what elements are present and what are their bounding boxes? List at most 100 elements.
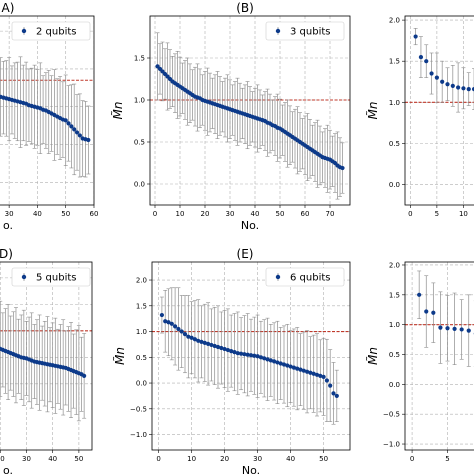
data-point bbox=[209, 342, 214, 348]
data-point bbox=[82, 373, 87, 378]
y-tick-label: 0.5 bbox=[134, 139, 145, 147]
y-tick-label: 1.5 bbox=[389, 291, 400, 299]
data-point bbox=[212, 343, 217, 349]
data-point bbox=[173, 324, 178, 329]
data-point bbox=[418, 54, 424, 60]
x-tick-label: 40 bbox=[33, 210, 42, 218]
axes-frame bbox=[0, 15, 95, 206]
data-point bbox=[66, 121, 71, 126]
x-tick-label: 5 bbox=[445, 455, 449, 463]
legend-marker bbox=[275, 28, 281, 34]
data-point bbox=[196, 338, 201, 343]
x-tick-label: 20 bbox=[0, 455, 5, 463]
data-point bbox=[288, 364, 293, 369]
data-point bbox=[429, 71, 434, 76]
panel-3: 20 30 40 50 o. D) 5 qubits bbox=[0, 247, 93, 474]
data-point bbox=[466, 87, 471, 92]
y-tick-label: 2.0 bbox=[389, 261, 400, 269]
data-point bbox=[334, 393, 339, 399]
data-point bbox=[63, 118, 68, 123]
x-tick-label: 30 bbox=[226, 210, 235, 218]
data-point bbox=[452, 326, 457, 331]
panel-1: 0 10 20 30 40 50 60 70 0.0 0.5 1.0 1.5 No. M̃n (B) 3 qu… bbox=[111, 1, 351, 232]
y-tick-label: 0.0 bbox=[134, 181, 145, 189]
data-point bbox=[182, 332, 188, 337]
x-tick-label: 10 bbox=[176, 210, 185, 218]
data-point bbox=[331, 391, 336, 396]
data-point bbox=[215, 344, 221, 350]
y-tick-label: 0.5 bbox=[389, 351, 400, 359]
data-point bbox=[186, 334, 191, 339]
x-tick-label: 0 bbox=[408, 210, 412, 218]
x-tick-label: 40 bbox=[286, 455, 295, 463]
panel-5: 0 5 −1.0 −0.5 0.0 0.5 1.0 1.5 2.0 M̃n bbox=[366, 261, 474, 463]
plot-area bbox=[152, 262, 350, 450]
y-axis-title: M̃n bbox=[113, 347, 127, 365]
data-point bbox=[235, 351, 240, 356]
data-point bbox=[450, 83, 455, 88]
data-point bbox=[328, 383, 333, 388]
data-point bbox=[69, 124, 74, 129]
x-tick-label: 60 bbox=[90, 210, 99, 218]
legend: 3 qubits bbox=[265, 21, 345, 41]
data-point bbox=[245, 352, 250, 357]
data-point bbox=[308, 370, 313, 375]
data-point bbox=[431, 310, 436, 315]
plot-area bbox=[405, 262, 474, 450]
x-tick-label: 0 bbox=[156, 455, 160, 463]
y-tick-label: 0.5 bbox=[389, 140, 400, 148]
data-point bbox=[219, 345, 224, 351]
data-point bbox=[222, 346, 227, 352]
panel-title: D) bbox=[0, 247, 13, 261]
data-point bbox=[466, 328, 471, 333]
axes-frame bbox=[149, 15, 351, 206]
data-point bbox=[255, 354, 260, 359]
data-point bbox=[74, 130, 80, 135]
data-point bbox=[440, 79, 445, 84]
x-tick-label: 10 bbox=[187, 455, 196, 463]
data-point bbox=[242, 352, 247, 357]
data-point bbox=[229, 349, 234, 354]
y-tick-label: 1.0 bbox=[389, 99, 400, 107]
data-point bbox=[295, 366, 300, 371]
data-point bbox=[291, 365, 296, 370]
legend-label: 3 qubits bbox=[290, 27, 330, 38]
data-point bbox=[252, 353, 257, 358]
data-point bbox=[438, 325, 443, 330]
data-point bbox=[281, 362, 287, 367]
x-axis-title: No. bbox=[241, 219, 259, 232]
panel-title: A) bbox=[2, 1, 15, 15]
data-point bbox=[459, 327, 464, 332]
panel-2: 0 5 10 0.0 0.5 1.0 1.5 2.0 M̃n bbox=[366, 15, 474, 218]
x-tick-label: 40 bbox=[48, 455, 57, 463]
legend-box bbox=[265, 267, 345, 287]
y-tick-label: 0.0 bbox=[389, 181, 400, 189]
data-point bbox=[268, 358, 273, 363]
legend-box bbox=[265, 21, 345, 41]
legend-label: 6 qubits bbox=[290, 273, 330, 284]
x-tick-label: 30 bbox=[5, 210, 14, 218]
y-tick-label: 1.0 bbox=[136, 328, 147, 336]
data-point bbox=[239, 351, 244, 356]
y-tick-label: −0.5 bbox=[130, 405, 147, 413]
data-point bbox=[272, 359, 277, 364]
y-tick-label: 1.5 bbox=[389, 58, 400, 66]
data-point bbox=[262, 356, 267, 361]
data-point bbox=[445, 326, 450, 331]
x-tick-label: 20 bbox=[201, 210, 210, 218]
data-point bbox=[301, 368, 306, 373]
data-point bbox=[461, 86, 466, 91]
data-point bbox=[179, 329, 184, 334]
data-point bbox=[77, 133, 82, 138]
y-tick-label: 2.0 bbox=[389, 17, 400, 25]
data-point bbox=[417, 292, 422, 297]
data-point bbox=[275, 360, 280, 365]
legend-box bbox=[11, 21, 91, 41]
data-point bbox=[159, 312, 164, 318]
panel-4: 0 10 20 30 40 50 −1.0 −0.5 0.0 0.5 1.0 1.5 2.0 No. M̃n… bbox=[113, 247, 351, 474]
y-axis-title: M̃n bbox=[111, 102, 125, 120]
data-point bbox=[176, 326, 181, 332]
data-point bbox=[248, 353, 254, 358]
plot-area bbox=[405, 16, 474, 205]
